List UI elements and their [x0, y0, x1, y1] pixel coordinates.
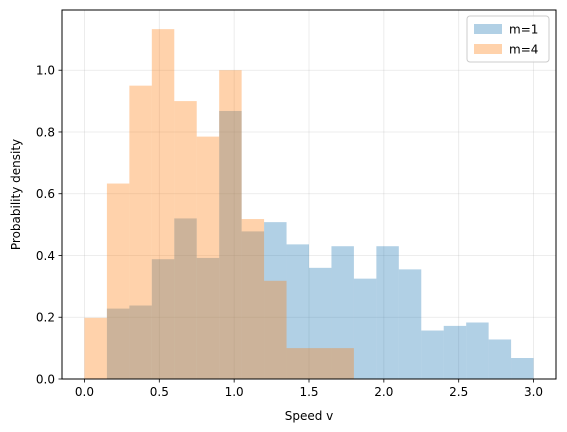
x-tick-label: 3.0	[524, 385, 543, 399]
x-tick-label: 2.0	[374, 385, 393, 399]
histogram-bars	[84, 29, 534, 380]
histogram-bar	[488, 339, 512, 379]
axis-ticks: 0.0 0.5 1.0 1.5 2.0 2.5 3.0 0.0 0.2 0.4 0.6 0.8 1.0	[36, 64, 543, 399]
histogram-bar	[241, 219, 265, 379]
histogram-bar	[331, 348, 354, 379]
histogram-bar	[196, 136, 220, 379]
x-tick-label: 2.5	[449, 385, 468, 399]
histogram-bar	[174, 218, 197, 379]
histogram-bar	[219, 70, 242, 380]
histogram-bar	[241, 231, 265, 379]
y-axis-label: Probability density	[9, 139, 23, 250]
histogram-bar	[151, 29, 175, 379]
histogram-bar	[129, 85, 152, 380]
histogram-bar	[264, 222, 287, 379]
histogram-bar	[264, 280, 287, 379]
y-tick-label: 0.0	[36, 373, 55, 387]
legend-swatch-m1	[474, 24, 502, 34]
histogram-bar	[84, 317, 107, 379]
histogram-bar	[106, 308, 130, 379]
legend-label-m1: m=1	[509, 23, 538, 37]
histogram-bar	[151, 259, 175, 379]
series-m4-bars	[84, 29, 354, 380]
legend: m=1 m=4	[466, 15, 550, 63]
histogram-bar	[309, 267, 332, 379]
legend-label-m4: m=4	[509, 43, 538, 57]
histogram-bar	[511, 358, 534, 379]
legend-box	[466, 15, 550, 63]
x-tick-label: 1.5	[299, 385, 318, 399]
y-tick-label: 0.6	[36, 187, 55, 201]
histogram-bar	[196, 257, 220, 379]
x-tick-label: 0.5	[150, 385, 169, 399]
histogram-bar	[286, 348, 309, 379]
histogram-bar	[398, 269, 422, 379]
histogram-bar	[309, 348, 332, 379]
histogram-bar	[353, 278, 377, 379]
y-tick-label: 0.2	[36, 311, 55, 325]
histogram-bar	[129, 305, 152, 379]
x-axis-label: Speed v	[285, 409, 334, 423]
histogram-bar	[443, 325, 467, 379]
histogram-bar	[106, 183, 130, 379]
histogram-bar	[219, 110, 242, 380]
x-tick-label: 1.0	[225, 385, 244, 399]
y-tick-label: 0.4	[36, 249, 55, 263]
legend-swatch-m4	[474, 44, 502, 54]
series-m1-bars	[106, 110, 534, 380]
x-tick-label: 0.0	[75, 385, 94, 399]
histogram-bar	[286, 244, 309, 379]
histogram-bar	[376, 246, 399, 379]
grid-lines	[62, 10, 556, 380]
y-tick-label: 1.0	[36, 64, 55, 78]
y-tick-label: 0.8	[36, 125, 55, 139]
histogram-bar	[421, 330, 444, 379]
histogram-bar	[331, 246, 354, 379]
histogram-bar	[466, 322, 489, 379]
histogram-bar	[174, 101, 197, 380]
